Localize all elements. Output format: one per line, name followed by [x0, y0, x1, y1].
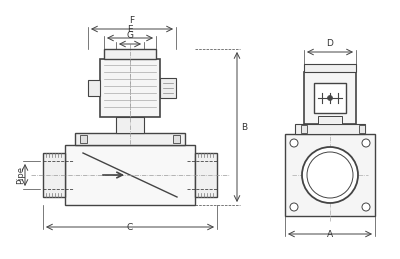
Bar: [359, 125, 365, 133]
Bar: [195, 153, 217, 197]
Bar: [80, 135, 87, 143]
Bar: [173, 135, 180, 143]
Text: F: F: [130, 16, 134, 25]
Bar: [285, 134, 375, 216]
Bar: [100, 59, 160, 117]
Circle shape: [302, 147, 358, 203]
Text: D: D: [326, 39, 334, 48]
Circle shape: [362, 139, 370, 147]
Bar: [104, 49, 156, 59]
Text: B: B: [241, 123, 247, 132]
Bar: [314, 83, 346, 113]
Bar: [295, 124, 365, 134]
Bar: [160, 78, 176, 98]
Bar: [43, 153, 65, 197]
Bar: [318, 116, 342, 124]
Text: G: G: [126, 31, 134, 40]
Circle shape: [328, 96, 332, 100]
Text: E: E: [127, 25, 133, 34]
Circle shape: [290, 203, 298, 211]
Bar: [88, 80, 100, 96]
Bar: [301, 125, 307, 133]
Bar: [75, 133, 185, 145]
Bar: [65, 145, 195, 205]
Text: A: A: [327, 230, 333, 239]
Bar: [304, 64, 356, 72]
Circle shape: [290, 139, 298, 147]
Circle shape: [362, 203, 370, 211]
Text: Pipe: Pipe: [16, 166, 26, 184]
Bar: [304, 72, 356, 124]
Bar: [116, 117, 144, 133]
Text: C: C: [127, 223, 133, 232]
